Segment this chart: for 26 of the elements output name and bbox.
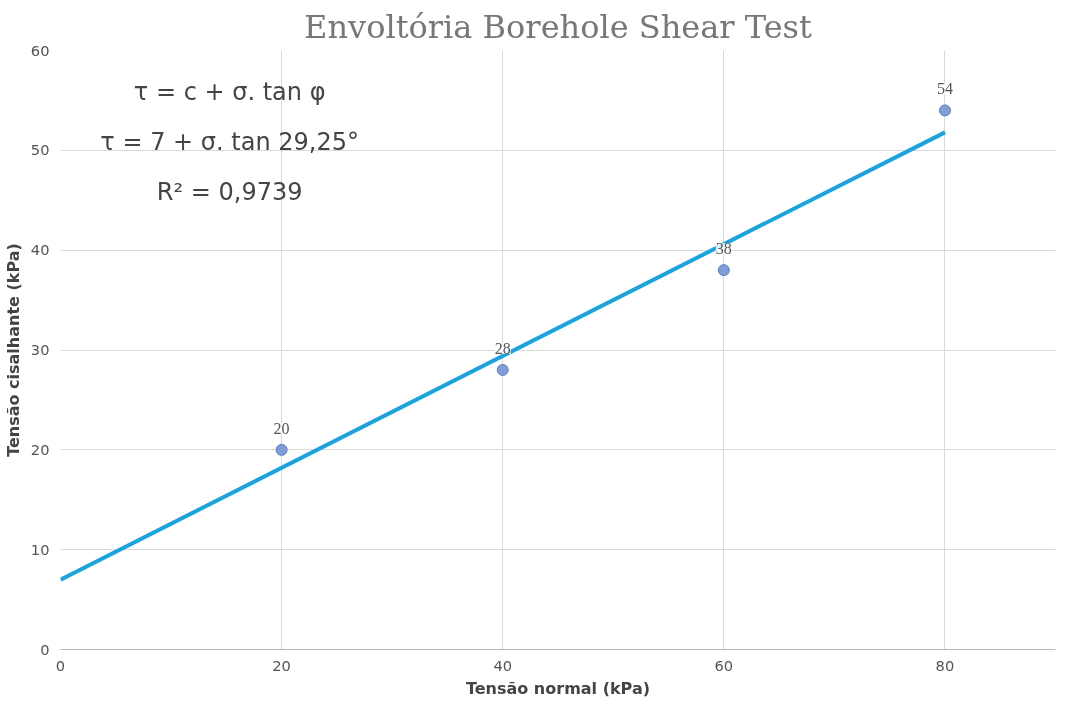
y-tick-label: 0: [40, 640, 50, 658]
y-tick-label: 60: [30, 41, 50, 59]
y-tick-label: 20: [30, 440, 50, 458]
data-label: 20: [273, 419, 290, 437]
annotation: τ = c + σ. tan φ: [133, 78, 326, 107]
x-tick-label: 40: [493, 656, 513, 674]
x-tick-label: 80: [935, 656, 955, 674]
annotation: R² = 0,9739: [156, 177, 303, 206]
x-axis-title: Tensão normal (kPa): [465, 678, 651, 698]
y-tick-label: 40: [30, 241, 50, 259]
y-tick-label: 30: [30, 341, 50, 358]
data-label: 54: [936, 80, 953, 98]
point: [496, 363, 509, 376]
x-tick-label: 0: [55, 656, 66, 674]
annotation: τ = 7 + σ. tan 29,25°: [100, 128, 359, 157]
point: [275, 443, 288, 456]
y-tick-label: 50: [30, 141, 50, 159]
data-label: 38: [715, 240, 732, 258]
y-axis-title: Tensão cisalhante (kPa): [3, 243, 23, 457]
point: [938, 104, 951, 117]
point: [717, 264, 730, 277]
x-tick-label: 20: [272, 656, 291, 674]
data-label: 28: [494, 339, 511, 357]
y-tick-label: 10: [30, 540, 50, 558]
chart-title: Envoltória Borehole Shear Test: [304, 7, 813, 46]
x-tick-label: 60: [714, 656, 734, 674]
